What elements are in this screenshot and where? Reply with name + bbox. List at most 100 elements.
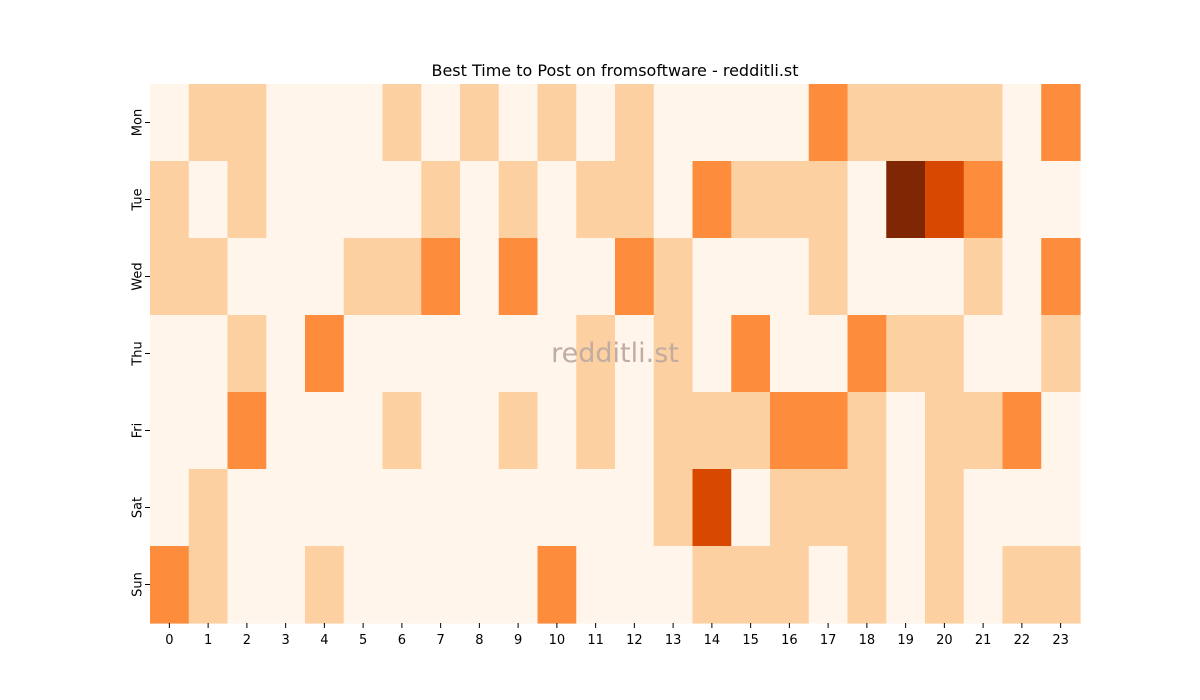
x-tick-label: 4 — [320, 633, 328, 648]
heatmap-cell-thu-15 — [731, 315, 771, 393]
heatmap-cell-thu-7 — [421, 315, 461, 393]
y-tick-label-thu: Thu — [131, 341, 146, 366]
heatmap-cell-wed-18 — [847, 238, 887, 316]
heatmap-cell-thu-20 — [925, 315, 965, 393]
heatmap-cell-fri-21 — [963, 392, 1004, 470]
heatmap-cell-thu-22 — [1002, 315, 1042, 393]
heatmap-cell-wed-15 — [731, 238, 771, 316]
heatmap-cell-mon-15 — [731, 84, 771, 162]
heatmap-cell-sun-22 — [1002, 546, 1042, 624]
heatmap-cell-mon-3 — [266, 84, 306, 162]
heatmap-cell-sat-15 — [731, 469, 771, 547]
heatmap-cell-fri-22 — [1002, 392, 1042, 470]
heatmap-cell-sun-11 — [576, 546, 616, 624]
heatmap-cell-sat-6 — [382, 469, 422, 547]
heatmap-cell-mon-2 — [227, 84, 267, 162]
x-tick-label: 8 — [475, 633, 483, 648]
heatmap-cell-sat-2 — [227, 469, 267, 547]
heatmap-cell-thu-12 — [615, 315, 655, 393]
heatmap-cells — [150, 84, 1081, 624]
heatmap-cell-sat-5 — [343, 469, 384, 547]
heatmap-cell-fri-9 — [498, 392, 539, 470]
heatmap-cell-sat-4 — [305, 469, 345, 547]
x-tick-label: 9 — [514, 633, 522, 648]
x-tick-label: 17 — [820, 633, 837, 648]
heatmap-cell-sat-16 — [770, 469, 810, 547]
heatmap-cell-tue-1 — [188, 161, 229, 239]
heatmap-cell-thu-9 — [498, 315, 539, 393]
heatmap-cell-sat-9 — [498, 469, 539, 547]
heatmap-cell-mon-21 — [963, 84, 1004, 162]
heatmap-cell-fri-19 — [886, 392, 926, 470]
heatmap-cell-thu-17 — [808, 315, 849, 393]
heatmap-cell-thu-0 — [150, 315, 190, 393]
heatmap-cell-sun-1 — [188, 546, 229, 624]
heatmap-cell-sat-21 — [963, 469, 1004, 547]
heatmap-cell-fri-8 — [460, 392, 500, 470]
heatmap-cell-fri-3 — [266, 392, 306, 470]
heatmap-cell-thu-14 — [692, 315, 732, 393]
heatmap-cell-thu-1 — [188, 315, 229, 393]
heatmap-cell-tue-2 — [227, 161, 267, 239]
heatmap-cell-sun-18 — [847, 546, 887, 624]
heatmap-cell-tue-23 — [1041, 161, 1081, 239]
heatmap-cell-sat-13 — [653, 469, 694, 547]
heatmap-cell-sat-23 — [1041, 469, 1081, 547]
heatmap-cell-sun-9 — [498, 546, 539, 624]
heatmap-cell-tue-8 — [460, 161, 500, 239]
heatmap-cell-tue-14 — [692, 161, 732, 239]
heatmap-cell-sun-5 — [343, 546, 384, 624]
heatmap-cell-tue-22 — [1002, 161, 1042, 239]
chart-title: Best Time to Post on fromsoftware - redd… — [431, 61, 798, 80]
heatmap-cell-tue-9 — [498, 161, 539, 239]
heatmap-cell-mon-17 — [808, 84, 849, 162]
heatmap-cell-fri-20 — [925, 392, 965, 470]
heatmap-cell-mon-8 — [460, 84, 500, 162]
heatmap-cell-sun-23 — [1041, 546, 1081, 624]
heatmap-cell-sat-8 — [460, 469, 500, 547]
heatmap-cell-sat-18 — [847, 469, 887, 547]
heatmap-cell-fri-17 — [808, 392, 849, 470]
heatmap-cell-wed-8 — [460, 238, 500, 316]
heatmap-cell-fri-23 — [1041, 392, 1081, 470]
heatmap-cell-mon-11 — [576, 84, 616, 162]
heatmap-cell-sat-22 — [1002, 469, 1042, 547]
heatmap-cell-wed-7 — [421, 238, 461, 316]
x-tick-label: 12 — [626, 633, 643, 648]
x-tick-label: 14 — [704, 633, 721, 648]
heatmap-cell-fri-18 — [847, 392, 887, 470]
heatmap-cell-mon-5 — [343, 84, 384, 162]
heatmap-cell-fri-15 — [731, 392, 771, 470]
heatmap-cell-fri-5 — [343, 392, 384, 470]
heatmap-cell-thu-10 — [537, 315, 577, 393]
x-tick-label: 16 — [781, 633, 798, 648]
heatmap-cell-thu-4 — [305, 315, 345, 393]
heatmap-cell-fri-1 — [188, 392, 229, 470]
heatmap-cell-tue-19 — [886, 161, 926, 239]
heatmap-cell-wed-11 — [576, 238, 616, 316]
heatmap-cell-mon-1 — [188, 84, 229, 162]
heatmap-cell-fri-11 — [576, 392, 616, 470]
heatmap-cell-mon-22 — [1002, 84, 1042, 162]
heatmap-cell-wed-20 — [925, 238, 965, 316]
heatmap-cell-tue-6 — [382, 161, 422, 239]
heatmap-cell-sat-1 — [188, 469, 229, 547]
heatmap-cell-mon-4 — [305, 84, 345, 162]
heatmap-cell-tue-20 — [925, 161, 965, 239]
heatmap-cell-wed-5 — [343, 238, 384, 316]
heatmap-cell-tue-4 — [305, 161, 345, 239]
x-tick-label: 18 — [859, 633, 876, 648]
heatmap-cell-sun-19 — [886, 546, 926, 624]
heatmap-cell-fri-12 — [615, 392, 655, 470]
heatmap-cell-sun-3 — [266, 546, 306, 624]
x-tick-label: 21 — [975, 633, 992, 648]
heatmap-cell-wed-1 — [188, 238, 229, 316]
heatmap-cell-sun-15 — [731, 546, 771, 624]
x-tick-label: 22 — [1014, 633, 1031, 648]
heatmap-cell-sun-20 — [925, 546, 965, 624]
heatmap-cell-fri-10 — [537, 392, 577, 470]
heatmap-cell-sat-14 — [692, 469, 732, 547]
heatmap-cell-mon-18 — [847, 84, 887, 162]
x-tick-label: 11 — [587, 633, 604, 648]
